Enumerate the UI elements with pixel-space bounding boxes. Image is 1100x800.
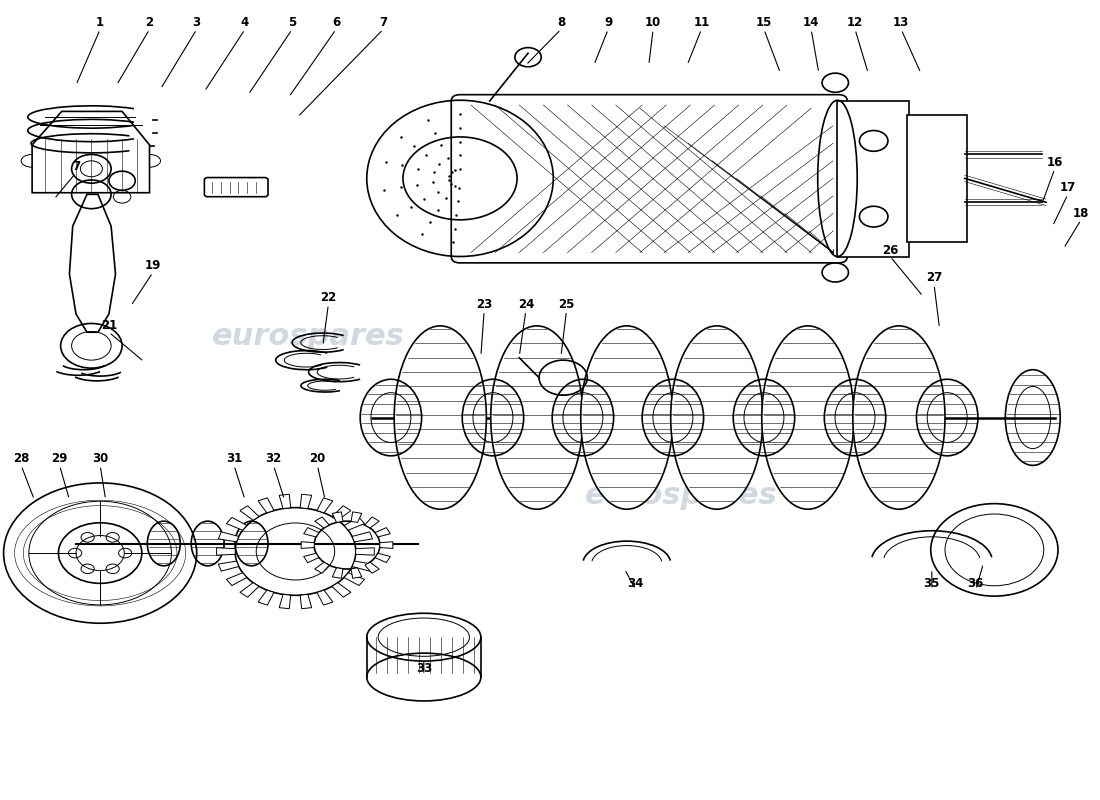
Polygon shape	[365, 517, 380, 528]
Polygon shape	[332, 506, 351, 520]
Polygon shape	[351, 512, 362, 522]
Polygon shape	[69, 194, 116, 332]
Polygon shape	[304, 554, 319, 562]
Polygon shape	[279, 594, 290, 609]
Text: 19: 19	[144, 259, 161, 273]
Polygon shape	[332, 582, 351, 597]
Polygon shape	[352, 561, 373, 571]
Ellipse shape	[491, 326, 583, 510]
Text: 12: 12	[847, 16, 864, 30]
Text: 4: 4	[241, 16, 249, 30]
Polygon shape	[375, 554, 390, 562]
FancyBboxPatch shape	[906, 114, 967, 242]
FancyBboxPatch shape	[837, 101, 909, 257]
Polygon shape	[301, 542, 315, 549]
Text: 22: 22	[320, 291, 337, 304]
Text: 21: 21	[101, 319, 117, 332]
Polygon shape	[279, 494, 290, 509]
Ellipse shape	[671, 326, 763, 510]
Text: eurospares: eurospares	[585, 481, 778, 510]
Text: 26: 26	[882, 243, 899, 257]
Text: 9: 9	[604, 16, 613, 30]
Text: 24: 24	[518, 298, 534, 310]
Polygon shape	[375, 527, 390, 537]
Ellipse shape	[394, 326, 486, 510]
Ellipse shape	[852, 326, 945, 510]
Text: 14: 14	[803, 16, 820, 30]
Text: 10: 10	[645, 16, 661, 30]
Text: eurospares: eurospares	[212, 322, 405, 350]
Text: 5: 5	[288, 16, 296, 30]
Text: 25: 25	[559, 298, 574, 310]
Ellipse shape	[581, 326, 673, 510]
Polygon shape	[344, 518, 364, 530]
Text: 7: 7	[72, 160, 80, 173]
Text: 31: 31	[226, 452, 242, 466]
Polygon shape	[219, 561, 239, 571]
Text: 1: 1	[96, 16, 104, 30]
Text: 2: 2	[145, 16, 154, 30]
Polygon shape	[355, 548, 374, 555]
Polygon shape	[227, 518, 246, 530]
Text: 11: 11	[693, 16, 710, 30]
Polygon shape	[315, 517, 329, 528]
Polygon shape	[317, 590, 333, 605]
Polygon shape	[332, 568, 343, 578]
FancyBboxPatch shape	[451, 94, 847, 263]
Polygon shape	[240, 582, 258, 597]
Polygon shape	[219, 532, 239, 542]
Text: 33: 33	[416, 662, 432, 675]
Polygon shape	[240, 506, 258, 520]
Polygon shape	[300, 494, 311, 509]
Polygon shape	[258, 590, 274, 605]
Text: 35: 35	[924, 577, 940, 590]
Polygon shape	[227, 573, 246, 586]
Text: 34: 34	[627, 577, 644, 590]
Ellipse shape	[762, 326, 854, 510]
Text: 3: 3	[192, 16, 201, 30]
Text: 17: 17	[1059, 182, 1076, 194]
Text: 23: 23	[476, 298, 493, 310]
Polygon shape	[315, 562, 329, 574]
Text: 8: 8	[557, 16, 565, 30]
Text: 27: 27	[926, 271, 943, 285]
Polygon shape	[332, 512, 343, 522]
Polygon shape	[351, 568, 362, 578]
Polygon shape	[379, 542, 393, 549]
Polygon shape	[352, 532, 373, 542]
Polygon shape	[32, 111, 150, 193]
Text: 6: 6	[332, 16, 340, 30]
Text: 30: 30	[92, 452, 108, 466]
Polygon shape	[344, 573, 364, 586]
Text: 36: 36	[968, 577, 983, 590]
Text: 13: 13	[893, 16, 910, 30]
Text: 15: 15	[756, 16, 772, 30]
Text: 7: 7	[379, 16, 387, 30]
Text: 18: 18	[1072, 207, 1089, 220]
Polygon shape	[304, 527, 319, 537]
Polygon shape	[217, 548, 235, 555]
Polygon shape	[258, 498, 274, 513]
FancyBboxPatch shape	[205, 178, 268, 197]
Text: 28: 28	[13, 452, 30, 466]
Text: 32: 32	[265, 452, 282, 466]
Text: 29: 29	[52, 452, 68, 466]
Text: 16: 16	[1046, 156, 1063, 169]
Polygon shape	[365, 562, 380, 574]
Polygon shape	[317, 498, 333, 513]
Polygon shape	[300, 594, 311, 609]
Text: 20: 20	[309, 452, 326, 466]
